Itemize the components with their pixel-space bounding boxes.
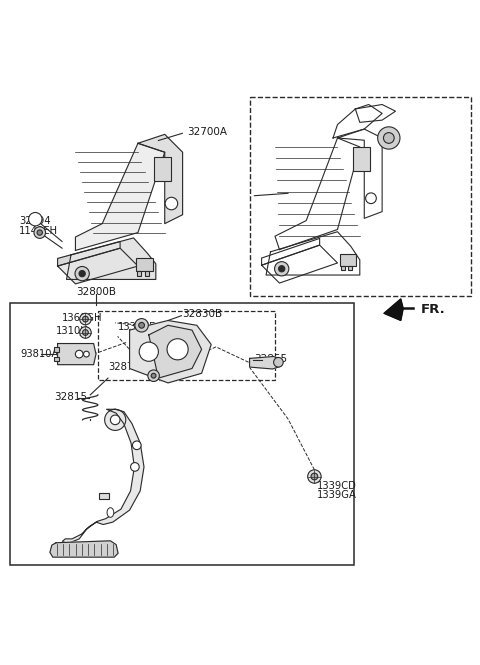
Bar — [137, 271, 141, 277]
Polygon shape — [130, 321, 211, 383]
Text: 1339CD: 1339CD — [317, 481, 357, 491]
Circle shape — [132, 441, 141, 450]
Text: 93810A: 93810A — [20, 349, 59, 359]
Circle shape — [148, 370, 159, 382]
Circle shape — [275, 261, 289, 276]
Circle shape — [75, 267, 89, 281]
Polygon shape — [275, 138, 360, 249]
Circle shape — [384, 132, 394, 144]
Circle shape — [274, 358, 283, 367]
Bar — [99, 493, 109, 499]
Polygon shape — [266, 231, 360, 275]
Bar — [341, 265, 345, 270]
Circle shape — [105, 409, 126, 430]
Text: 32800B: 32800B — [76, 287, 116, 297]
Circle shape — [151, 373, 156, 378]
Polygon shape — [333, 104, 382, 138]
Bar — [145, 271, 149, 277]
Polygon shape — [58, 248, 138, 284]
Bar — [54, 347, 59, 352]
Circle shape — [378, 127, 400, 149]
Circle shape — [165, 198, 178, 209]
Circle shape — [311, 473, 318, 480]
Text: FR.: FR. — [420, 303, 445, 316]
Circle shape — [366, 193, 376, 203]
Polygon shape — [75, 143, 165, 251]
Polygon shape — [262, 239, 320, 265]
Text: 32794: 32794 — [19, 215, 51, 225]
Circle shape — [83, 316, 88, 322]
Text: 32830B: 32830B — [182, 309, 223, 319]
Text: 32815: 32815 — [54, 392, 87, 402]
Text: 1339GA: 1339GA — [317, 489, 357, 499]
Circle shape — [135, 319, 148, 332]
Bar — [250, 97, 471, 297]
Polygon shape — [58, 241, 120, 266]
Circle shape — [37, 230, 42, 235]
Polygon shape — [149, 325, 202, 378]
Text: 32855: 32855 — [254, 354, 288, 364]
Text: 32700A: 32700A — [254, 191, 294, 201]
Ellipse shape — [107, 507, 114, 517]
Circle shape — [84, 351, 89, 357]
Circle shape — [308, 469, 321, 483]
Circle shape — [139, 342, 158, 361]
Circle shape — [80, 327, 91, 338]
Polygon shape — [58, 344, 96, 364]
Bar — [154, 157, 171, 182]
Polygon shape — [50, 541, 118, 557]
Bar — [353, 147, 370, 172]
Circle shape — [29, 213, 42, 226]
Text: 1360GH: 1360GH — [61, 313, 102, 323]
Circle shape — [75, 350, 83, 358]
Bar — [348, 265, 352, 270]
Polygon shape — [62, 409, 144, 544]
Circle shape — [139, 323, 144, 329]
Text: (ACTIVE ACCEL PEDAL): (ACTIVE ACCEL PEDAL) — [259, 100, 378, 110]
Polygon shape — [262, 245, 337, 283]
Text: 1339CD: 1339CD — [118, 322, 157, 332]
Circle shape — [83, 330, 88, 335]
Circle shape — [34, 227, 46, 238]
Text: 32700A: 32700A — [187, 127, 227, 138]
Bar — [340, 254, 356, 265]
Bar — [136, 259, 153, 271]
Polygon shape — [355, 104, 396, 122]
Circle shape — [131, 463, 139, 471]
Polygon shape — [337, 129, 382, 218]
Polygon shape — [384, 299, 403, 321]
Text: 1140EH: 1140EH — [19, 225, 58, 235]
Circle shape — [278, 265, 285, 272]
Text: 32877: 32877 — [108, 362, 140, 372]
Circle shape — [79, 271, 85, 277]
Polygon shape — [138, 134, 182, 223]
Circle shape — [80, 313, 91, 325]
Circle shape — [167, 338, 188, 360]
Bar — [10, 303, 354, 565]
Bar — [54, 356, 59, 361]
Polygon shape — [67, 238, 156, 279]
Text: 1310JA: 1310JA — [56, 326, 91, 336]
Bar — [98, 311, 275, 380]
Circle shape — [110, 415, 120, 425]
Polygon shape — [250, 356, 281, 369]
